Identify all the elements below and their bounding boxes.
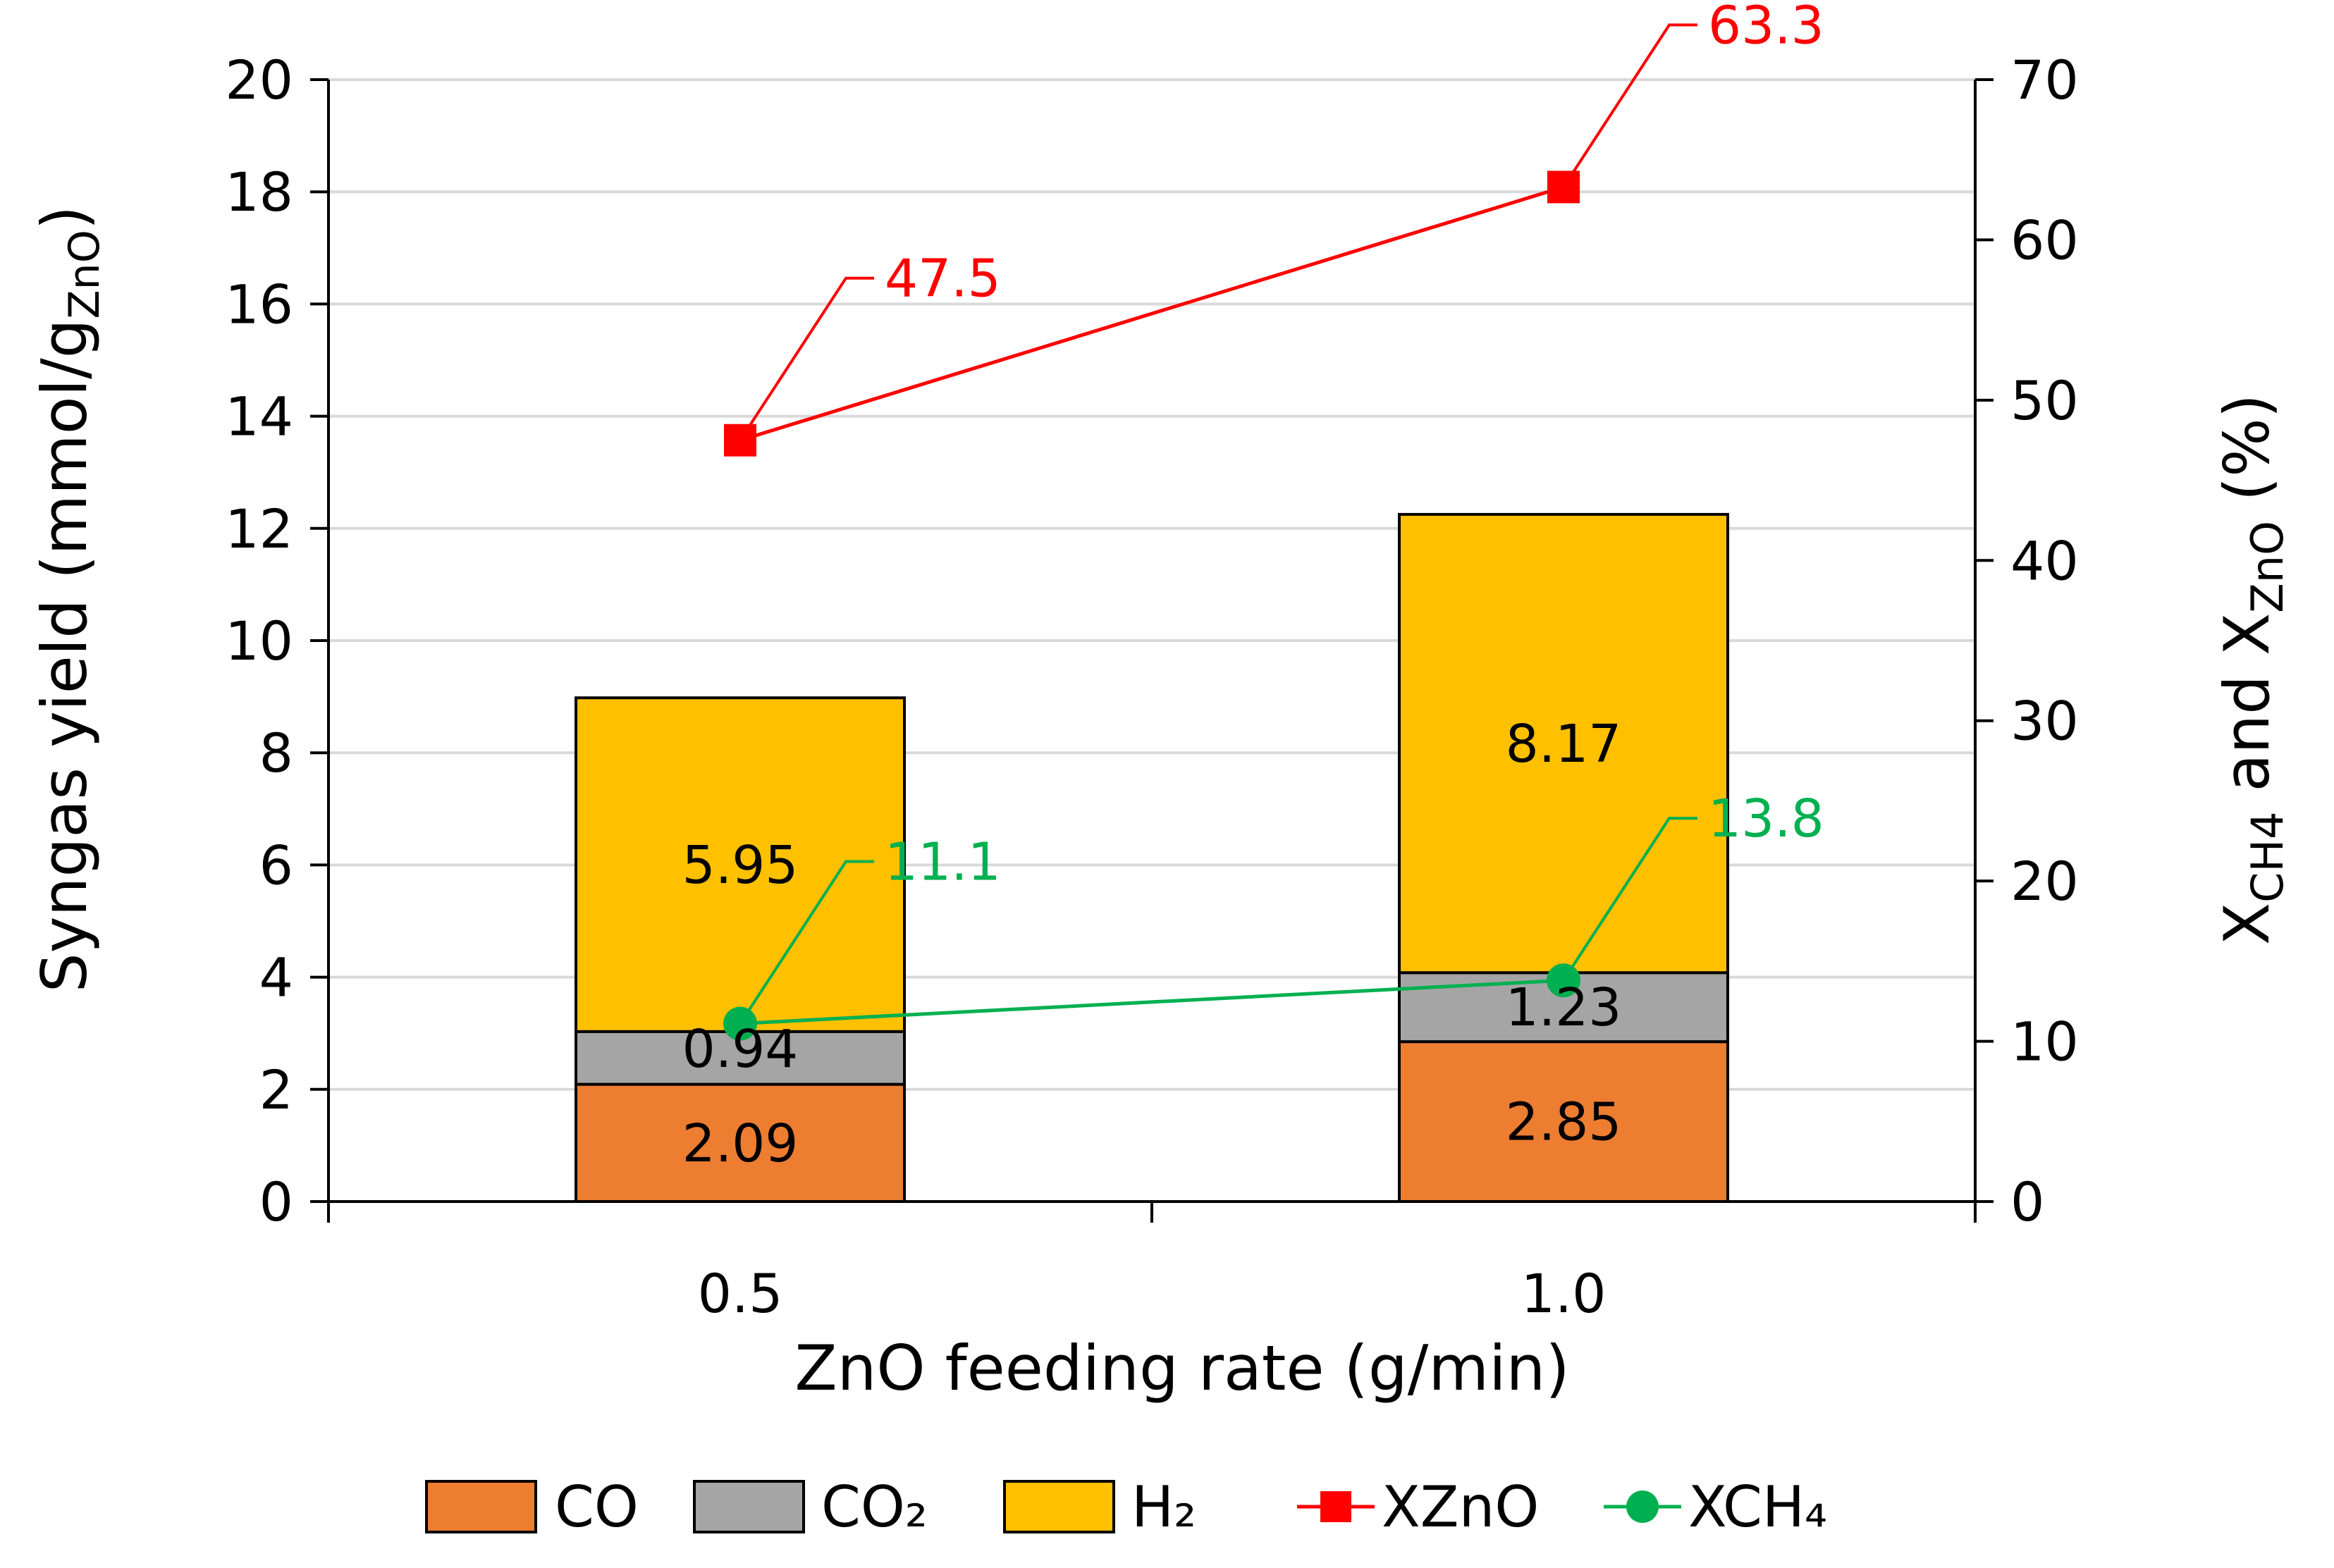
right-axis-tick-label: 40 (2010, 529, 2079, 592)
left-axis-tick-label: 0 (259, 1171, 293, 1233)
legend-marker-xzno (1320, 1491, 1351, 1522)
bar-data-label: 2.09 (682, 1113, 799, 1174)
left-axis-tick-label: 18 (225, 161, 293, 223)
legend-label-h2: H₂ (1131, 1474, 1196, 1540)
left-axis-title-main: Syngas yield (mmol/g (28, 319, 101, 992)
legend-swatch-co (425, 1480, 537, 1533)
right-axis-title: XCH4 and XZnO (%) (2211, 394, 2293, 945)
right-axis-title-mid: and X (2211, 613, 2283, 812)
legend-marker-xch4 (1626, 1490, 1659, 1523)
callout-leader-line (739, 276, 874, 441)
left-axis-tick-label: 14 (225, 385, 293, 448)
callout-leader-line (1562, 817, 1697, 982)
legend-label-co2: CO₂ (821, 1474, 928, 1540)
right-axis-title-tail: (%) (2211, 394, 2283, 521)
callout-leader-line (1562, 23, 1697, 188)
right-axis-title-x1: X (2211, 903, 2283, 945)
right-axis-tick-label: 20 (2010, 850, 2079, 913)
left-axis-title-tail: ) (28, 206, 101, 230)
data-labels: 2.09 0.94 5.95 2.85 1.23 8.17 47.5 63.3 11.1 13.8 (682, 0, 1824, 1174)
left-axis-tick-label: 6 (259, 834, 293, 896)
bar-data-label: 8.17 (1506, 714, 1622, 774)
stacked-bars (575, 512, 1729, 1204)
bar-segment-co (575, 1082, 906, 1203)
legend: CO CO₂ H₂ XZnO XCH₄ (425, 1474, 1827, 1540)
right-axis-tick-label: 0 (2010, 1171, 2044, 1233)
left-axis-title: Syngas yield (mmol/gZnO) (28, 206, 109, 993)
legend-label-xzno: XZnO (1382, 1474, 1539, 1540)
line-data-label: 47.5 (885, 249, 1001, 309)
right-axis-tick-label: 70 (2010, 49, 2079, 111)
line-data-label: 11.1 (885, 832, 1001, 893)
bar-data-label: 1.23 (1506, 977, 1622, 1038)
series-line-xzno (739, 185, 1564, 443)
right-axis-tick-label: 30 (2010, 690, 2079, 753)
bar-segment-h2 (575, 696, 906, 1033)
left-axis-tick-label: 10 (225, 610, 293, 672)
legend-label-xch4: XCH₄ (1688, 1474, 1827, 1540)
x-axis-tick-label: 0.5 (698, 1262, 783, 1325)
axes (310, 78, 1994, 1223)
x-axis-title: ZnO feeding rate (g/min) (794, 1332, 1569, 1405)
left-axis-title-subscript: ZnO (60, 230, 109, 319)
series-line-xch4 (739, 978, 1564, 1026)
right-axis-title-sub1: CH4 (2242, 811, 2293, 902)
left-axis-tick-label: 2 (259, 1058, 293, 1121)
left-axis-tick-label: 20 (225, 49, 293, 111)
line-data-label: 13.8 (1708, 789, 1824, 849)
left-axis-tick-label: 16 (225, 273, 293, 335)
bar-data-label: 2.85 (1506, 1092, 1622, 1153)
left-axis-tick-labels: 0 2 4 6 8 10 12 14 16 18 20 (225, 49, 293, 1233)
x-axis-tick-labels: 0.5 1.0 (698, 1262, 1607, 1325)
right-axis-tick-label: 50 (2010, 369, 2079, 432)
bar-segment-co2 (575, 1030, 906, 1086)
legend-swatch-co2 (693, 1480, 805, 1533)
left-axis-tick-label: 8 (259, 722, 293, 784)
legend-swatch-h2 (1003, 1480, 1115, 1533)
right-axis-tick-label: 60 (2010, 209, 2079, 271)
callout-leader-line (739, 860, 874, 1025)
right-axis-tick-label: 10 (2010, 1011, 2079, 1073)
right-axis-tick-labels: 0 10 20 30 40 50 60 70 (2010, 49, 2079, 1233)
x-axis-tick-label: 1.0 (1521, 1262, 1607, 1325)
legend-label-co: CO (555, 1474, 639, 1540)
bar-data-label: 5.95 (682, 835, 799, 896)
right-axis-title-sub2: ZnO (2242, 521, 2293, 613)
left-axis-tick-label: 12 (225, 498, 293, 560)
left-axis-tick-label: 4 (259, 946, 293, 1009)
line-data-label: 63.3 (1708, 0, 1824, 56)
bar-data-label: 0.94 (682, 1019, 799, 1080)
